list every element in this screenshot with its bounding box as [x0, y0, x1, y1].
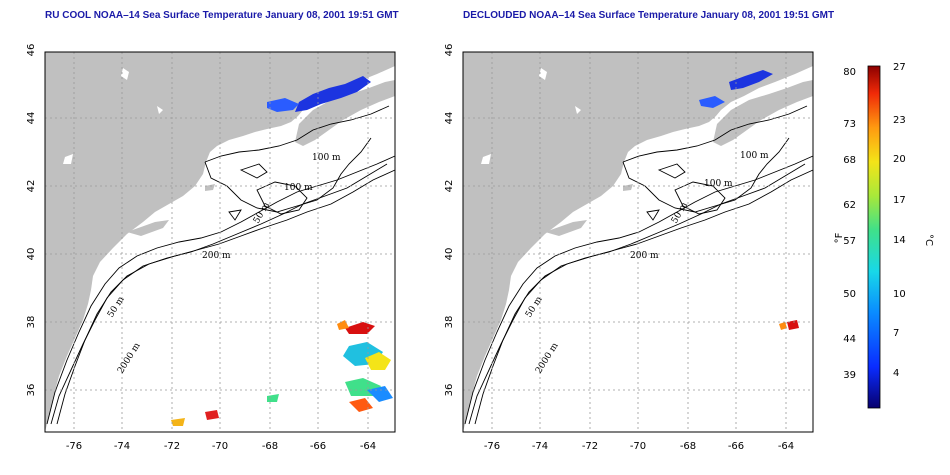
c-tick: 7 [893, 328, 899, 339]
x-tick: -64 [778, 441, 794, 452]
right-map-title: DECLOUDED NOAA–14 Sea Surface Temperatur… [463, 10, 835, 21]
f-tick: 80 [843, 67, 856, 78]
contour-label-200m-right: 200 m [630, 251, 659, 261]
contour-label-200m: 200 m [202, 251, 231, 261]
right-y-axis: 36 38 40 42 44 46 [444, 44, 455, 397]
c-tick: 4 [893, 368, 899, 379]
x-tick: -74 [114, 441, 130, 452]
y-tick: 36 [444, 384, 455, 397]
x-tick: -66 [310, 441, 326, 452]
x-tick: -68 [262, 441, 278, 452]
y-tick: 46 [26, 44, 37, 57]
colorbar [867, 65, 881, 409]
contour-label-100m-a: 100 m [312, 153, 341, 163]
contour-label-100m-b: 100 m [284, 183, 313, 193]
c-tick: 14 [893, 235, 906, 246]
f-tick: 62 [843, 200, 856, 211]
y-tick: 46 [444, 44, 455, 57]
left-y-axis: 36 38 40 42 44 46 [26, 44, 37, 397]
y-tick: 38 [444, 316, 455, 329]
grid-lines [45, 52, 813, 432]
x-tick: -76 [484, 441, 500, 452]
f-tick: 57 [843, 236, 856, 247]
celsius-unit-label: °C [923, 234, 934, 246]
x-tick: -68 [680, 441, 696, 452]
x-tick: -64 [360, 441, 376, 452]
f-tick: 73 [843, 119, 856, 130]
y-tick: 36 [26, 384, 37, 397]
right-x-axis: -76 -74 -72 -70 -68 -66 -64 [484, 441, 794, 452]
c-tick: 27 [893, 62, 906, 73]
c-tick: 10 [893, 289, 906, 300]
y-tick: 40 [26, 248, 37, 261]
right-map-frame [462, 51, 814, 433]
y-tick: 44 [444, 112, 455, 125]
x-tick: -72 [582, 441, 598, 452]
y-tick: 40 [444, 248, 455, 261]
colorbar-celsius-ticks: 27 23 20 17 14 10 7 4 [893, 62, 906, 379]
contour-label-100m-a-right: 100 m [740, 151, 769, 161]
right-map-panel [462, 51, 814, 433]
f-tick: 39 [843, 370, 856, 381]
f-tick: 68 [843, 155, 856, 166]
y-tick: 42 [26, 180, 37, 193]
left-x-axis: -76 -74 -72 -70 -68 -66 -64 [66, 441, 376, 452]
y-tick: 42 [444, 180, 455, 193]
left-map-title: RU COOL NOAA–14 Sea Surface Temperature … [45, 10, 399, 21]
x-tick: -66 [728, 441, 744, 452]
c-tick: 23 [893, 115, 906, 126]
contour-label-100m-b-right: 100 m [704, 179, 733, 189]
f-tick: 44 [843, 334, 856, 345]
y-tick: 38 [26, 316, 37, 329]
fahrenheit-unit-label: °F [834, 232, 845, 243]
left-map-frame [44, 51, 396, 433]
x-tick: -76 [66, 441, 82, 452]
y-tick: 44 [26, 112, 37, 125]
c-tick: 17 [893, 195, 906, 206]
colorbar-fahrenheit-ticks: 80 73 68 62 57 50 44 39 [843, 67, 856, 381]
f-tick: 50 [843, 289, 856, 300]
x-tick: -74 [532, 441, 548, 452]
x-tick: -70 [630, 441, 646, 452]
c-tick: 20 [893, 154, 906, 165]
x-tick: -70 [212, 441, 228, 452]
x-tick: -72 [164, 441, 180, 452]
